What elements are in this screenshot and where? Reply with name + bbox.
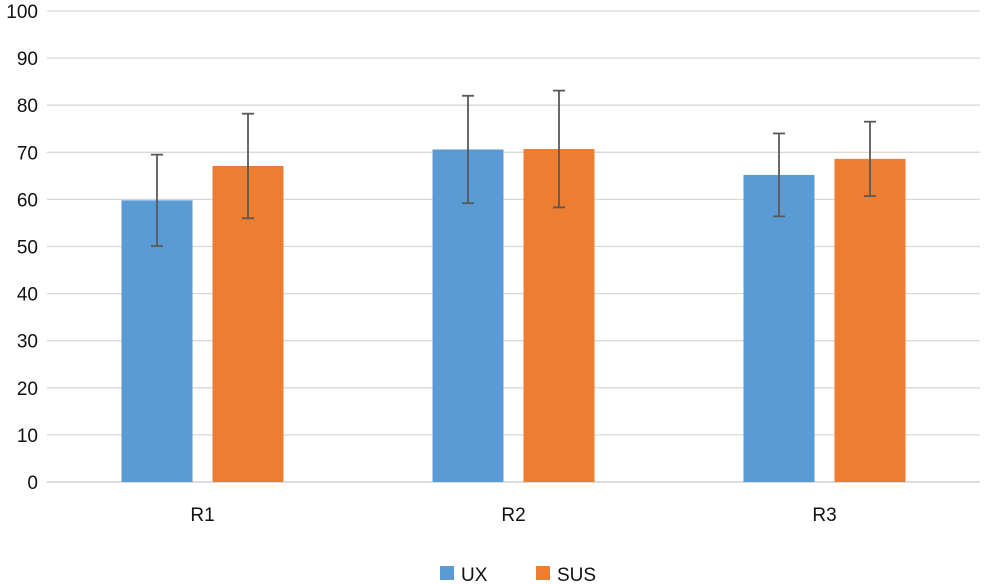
y-tick-label: 0 — [27, 473, 38, 494]
y-tick-label: 20 — [17, 379, 38, 400]
error-bar-ux-r2 — [462, 94, 474, 205]
error-bar-ux-r3 — [773, 132, 785, 218]
error-bar-sus-r2 — [553, 89, 565, 209]
error-bar-sus-r1 — [242, 112, 254, 220]
x-category-label: R3 — [812, 505, 836, 526]
y-axis-ticks: 0 10 20 30 40 50 60 70 80 90 100 — [6, 2, 38, 494]
legend-label-ux: UX — [461, 565, 488, 584]
y-tick-label: 80 — [17, 96, 38, 117]
y-tick-label: 40 — [17, 285, 38, 306]
error-bar-sus-r3 — [864, 120, 876, 198]
bars — [121, 149, 906, 483]
legend-swatch-sus — [536, 566, 550, 580]
y-tick-label: 90 — [17, 49, 38, 70]
y-tick-label: 10 — [17, 426, 38, 447]
legend-swatch-ux — [440, 566, 454, 580]
bar-ux-r1 — [121, 200, 193, 483]
y-tick-label: 50 — [17, 238, 38, 259]
y-tick-label: 60 — [17, 190, 38, 211]
x-axis-categories: R1 R2 R3 — [190, 505, 836, 526]
gridlines — [47, 10, 980, 483]
legend-label-sus: SUS — [557, 565, 596, 584]
error-bars — [151, 89, 876, 247]
x-category-label: R2 — [501, 505, 525, 526]
y-tick-label: 30 — [17, 332, 38, 353]
y-tick-label: 70 — [17, 143, 38, 164]
y-tick-label: 100 — [6, 2, 38, 23]
x-category-label: R1 — [190, 505, 214, 526]
bar-ux-r3 — [743, 174, 815, 482]
bar-sus-r3 — [834, 158, 906, 483]
legend: UX SUS — [440, 565, 596, 584]
bar-ux-r2 — [432, 149, 504, 482]
error-bar-ux-r1 — [151, 153, 163, 247]
